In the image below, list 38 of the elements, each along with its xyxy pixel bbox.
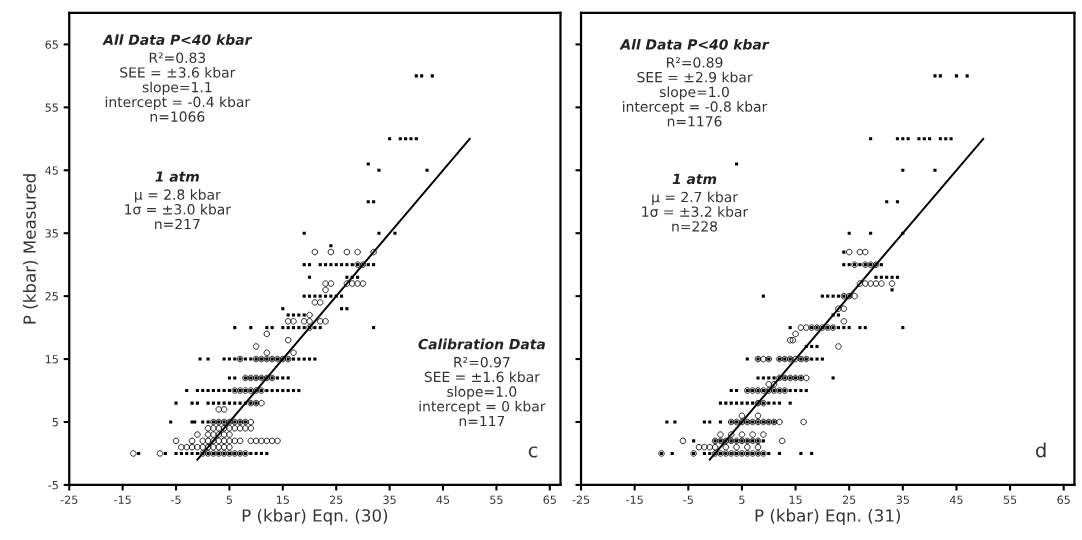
annotation: Calibration Data R²=0.97 SEE = ±1.6 kbar slope=1.0 intercept = 0 kbar n=117 bbox=[418, 338, 546, 427]
x-tick-label: 5 bbox=[739, 495, 745, 504]
x-tick-label: 15 bbox=[276, 495, 289, 504]
x-tick-label: 5 bbox=[226, 495, 232, 504]
annotation: 1 atm μ = 2.8 kbar 1σ = ±3.0 kbar n=217 bbox=[125, 171, 231, 230]
x-axis-title: P (kbar) Eqn. (31) bbox=[755, 508, 901, 525]
annotation: d bbox=[1036, 442, 1046, 458]
y-tick-label: 65 bbox=[45, 40, 58, 49]
x-tick-label: 45 bbox=[949, 495, 963, 504]
x-tick-label: 15 bbox=[789, 495, 802, 504]
x-tick-label: 35 bbox=[383, 495, 396, 504]
annotation: All Data P<40 kbar R²=0.89 SEE = ±2.9 kbar slope=1.0 intercept = -0.8 kbar n=1176 bbox=[619, 38, 770, 127]
x-tick-label: 65 bbox=[543, 495, 556, 504]
y-tick-label: 35 bbox=[45, 229, 58, 238]
y-tick-label: 25 bbox=[45, 292, 58, 301]
x-tick-label: 55 bbox=[490, 495, 503, 504]
x-tick-label: 55 bbox=[1003, 495, 1017, 504]
x-tick-label: 65 bbox=[1057, 495, 1070, 504]
x-tick-label: 35 bbox=[896, 495, 909, 504]
annotation: c bbox=[528, 446, 538, 458]
x-tick-label: -15 bbox=[114, 495, 131, 504]
x-tick-label: 25 bbox=[842, 495, 856, 504]
annotation: 1 atm μ = 2.7 kbar 1σ = ±3.2 kbar n=228 bbox=[642, 173, 749, 232]
y-tick-label: 15 bbox=[45, 355, 58, 364]
y-tick-label: 45 bbox=[45, 166, 58, 175]
x-tick-label: 25 bbox=[329, 495, 343, 504]
x-tick-label: -5 bbox=[171, 495, 181, 504]
y-tick-label: 55 bbox=[45, 103, 58, 112]
x-tick-label: -25 bbox=[60, 495, 78, 504]
y-tick-label: -5 bbox=[48, 481, 58, 490]
x-tick-label: 45 bbox=[436, 495, 450, 504]
x-tick-label: -25 bbox=[572, 495, 590, 504]
y-axis-title: P (kbar) Measured bbox=[23, 174, 38, 324]
x-tick-label: -15 bbox=[626, 495, 643, 504]
annotation: All Data P<40 kbar R²=0.83 SEE = ±3.6 kbar slope=1.1 intercept = -0.4 kbar n=1066 bbox=[102, 34, 253, 122]
x-tick-label: -5 bbox=[683, 495, 693, 504]
y-tick-label: 5 bbox=[52, 418, 58, 427]
x-axis-title: P (kbar) Eqn. (30) bbox=[242, 508, 388, 525]
